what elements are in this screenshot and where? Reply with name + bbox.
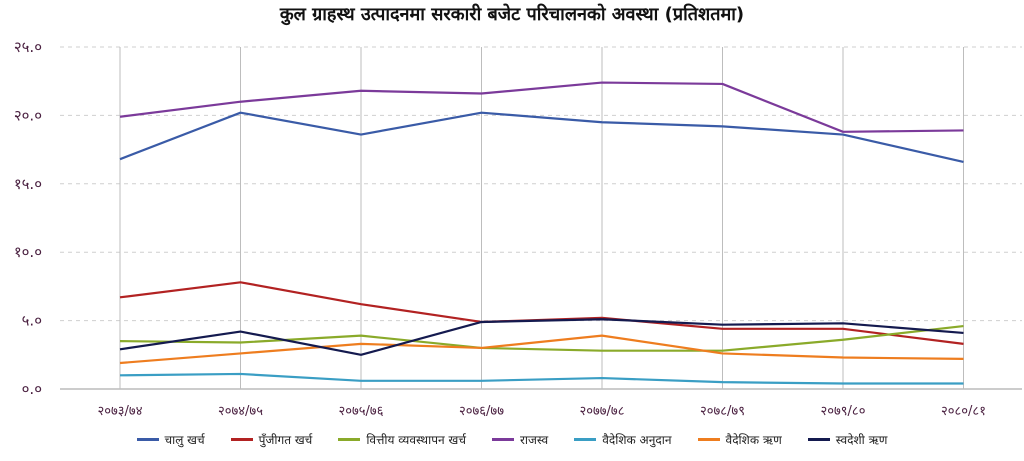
x-tick-label: २०७४/७५ [218, 404, 263, 419]
legend-swatch [807, 438, 830, 441]
legend-label: पुँजीगत खर्च [258, 433, 313, 447]
legend-swatch [338, 438, 361, 441]
series-line-1 [119, 281, 964, 345]
series-line-4 [119, 372, 964, 385]
x-tick-label: २०७८/७९ [700, 404, 745, 419]
legend-label: राजस्व [519, 433, 549, 447]
legend-item: स्वदेशी ऋण [807, 431, 888, 448]
x-tick-label: २०७३/७४ [98, 404, 143, 419]
series-line-3 [119, 81, 964, 133]
x-tick-label: २०७६/७७ [459, 404, 504, 419]
legend-label: वैदेशिक अनुदान [602, 433, 672, 447]
y-tick-label: २५.० [14, 38, 42, 56]
legend: चालु खर्च पुँजीगत खर्च वित्तीय व्यवस्थापन … [0, 431, 1024, 448]
series-line-5 [119, 334, 964, 365]
legend-item: वैदेशिक ऋण [697, 431, 782, 448]
legend-swatch [491, 438, 514, 441]
legend-label: वैदेशिक ऋण [725, 433, 782, 447]
legend-item: वैदेशिक अनुदान [574, 431, 672, 448]
y-tick-label: ५.० [22, 312, 42, 330]
y-tick-label: १०.० [14, 243, 42, 261]
legend-label: चालु खर्च [164, 433, 205, 447]
chart-title: कुल ग्राहस्थ उत्पादनमा सरकारी बजेट परिचा… [279, 4, 745, 25]
y-axis: ०.० ५.० १०.० १५.० २०.० २५.० [14, 38, 42, 398]
legend-swatch [574, 438, 597, 441]
legend-item: राजस्व [491, 431, 549, 448]
x-tick-label: २०८०/८१ [941, 404, 986, 419]
legend-item: पुँजीगत खर्च [230, 431, 313, 448]
legend-swatch [697, 438, 720, 441]
series-lines [119, 81, 964, 385]
x-tick-label: २०७७/७८ [580, 404, 625, 419]
legend-label: स्वदेशी ऋण [835, 433, 888, 447]
x-tick-label: २०७९/८० [821, 404, 866, 419]
legend-swatch [136, 438, 159, 441]
series-line-6 [119, 318, 964, 356]
x-tick-label: २०७५/७६ [339, 404, 384, 419]
legend-item: वित्तीय व्यवस्थापन खर्च [338, 431, 466, 448]
series-line-0 [119, 111, 964, 163]
series-line-2 [119, 324, 964, 352]
y-tick-label: १५.० [14, 175, 42, 193]
legend-swatch [230, 438, 253, 441]
legend-item: चालु खर्च [136, 431, 205, 448]
y-tick-label: २०.० [14, 106, 42, 124]
x-axis: २०७३/७४ २०७४/७५ २०७५/७६ २०७६/७७ २०७७/७८ २०७८/… [98, 404, 986, 419]
y-tick-label: ०.० [22, 380, 42, 398]
legend-label: वित्तीय व्यवस्थापन खर्च [366, 433, 466, 447]
